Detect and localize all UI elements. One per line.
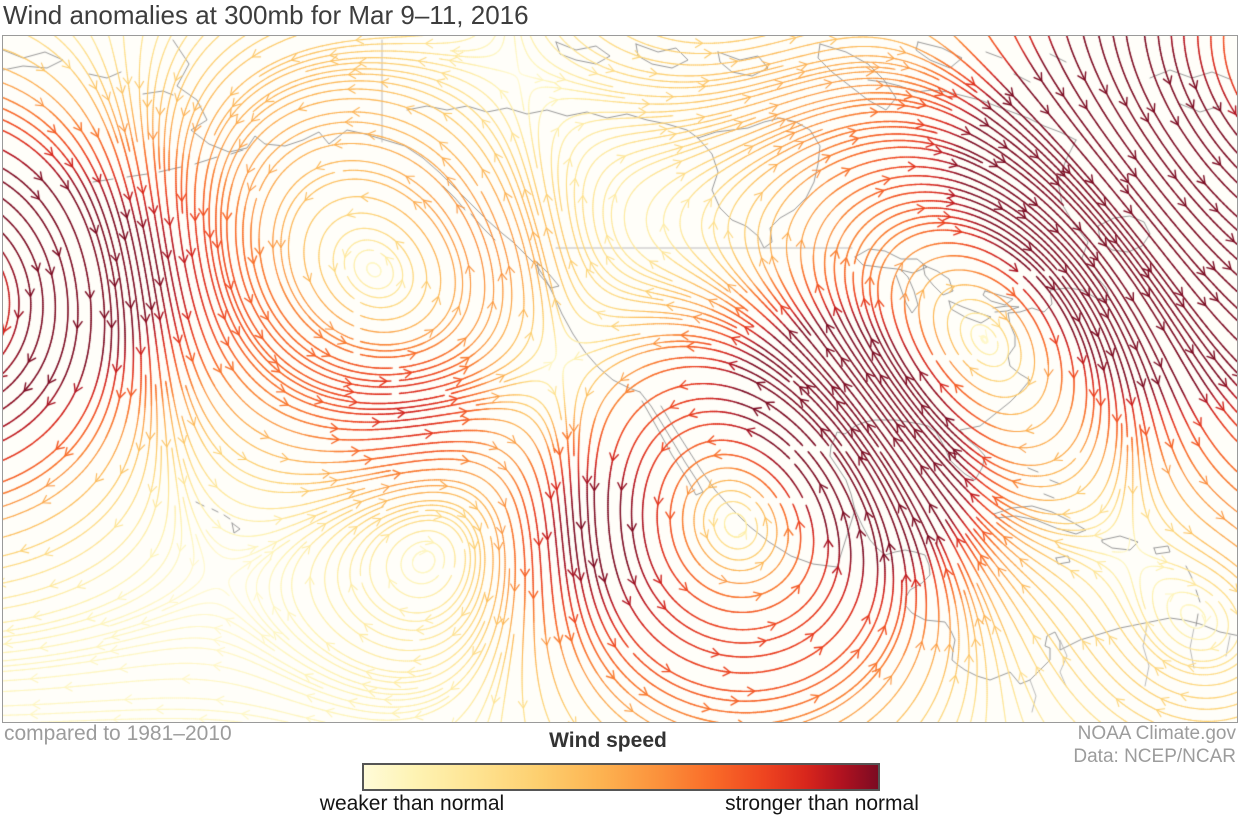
credit-data: Data: NCEP/NCAR [1073, 746, 1236, 767]
legend-gradient-bar [362, 763, 880, 791]
baseline-footnote: compared to 1981–2010 [4, 722, 232, 745]
page-title: Wind anomalies at 300mb for Mar 9–11, 20… [3, 0, 529, 30]
credits: NOAA Climate.gov Data: NCEP/NCAR [1073, 722, 1236, 768]
legend-title: Wind speed [549, 729, 667, 752]
credit-source: NOAA Climate.gov [1077, 723, 1236, 744]
wind-streamline-map-canvas [3, 36, 1237, 722]
legend-label-weaker: weaker than normal [319, 792, 505, 815]
map-frame [2, 35, 1238, 723]
legend-label-stronger: stronger than normal [725, 792, 919, 815]
